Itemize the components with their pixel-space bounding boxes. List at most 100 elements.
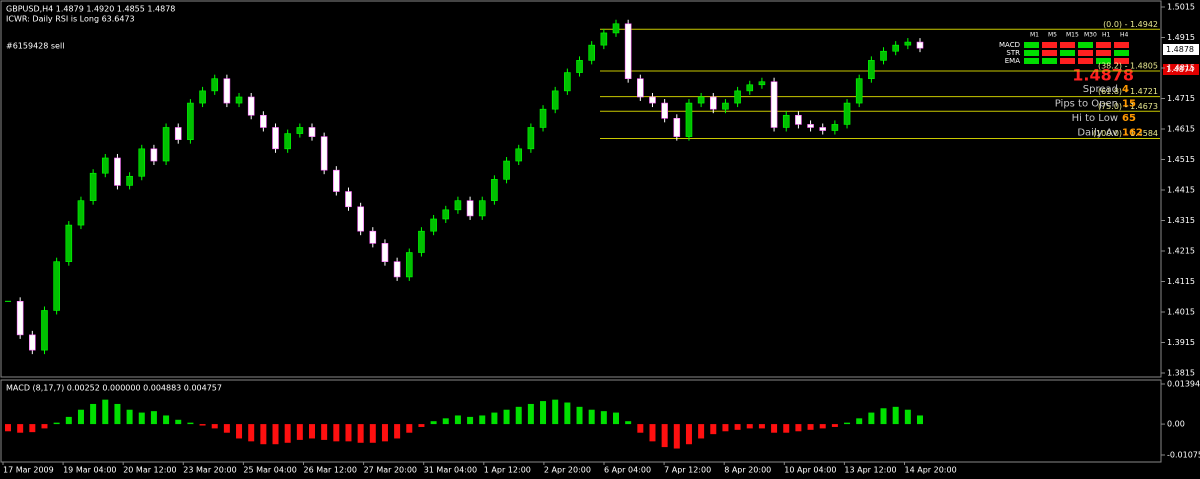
- time-label: 17 Mar 2009: [3, 466, 54, 475]
- price-tick-label: 1.4815: [1167, 64, 1195, 73]
- macd-bar: [321, 424, 328, 440]
- info-value: 15: [1122, 99, 1136, 110]
- macd-bar: [710, 424, 717, 435]
- candle: [442, 209, 450, 220]
- big-price: 1.4878: [1072, 66, 1134, 85]
- info-value: 65: [1122, 113, 1136, 124]
- macd-bar: [540, 401, 547, 425]
- fib-label: (100.0) - 1.4584: [1093, 129, 1158, 138]
- macd-bar: [819, 424, 826, 429]
- time-label: 20 Mar 12:00: [123, 466, 176, 475]
- candle: [333, 169, 340, 192]
- candle: [624, 23, 632, 79]
- candle: [454, 200, 462, 211]
- candle: [138, 148, 146, 177]
- candle: [649, 96, 656, 104]
- signal-cell: [1096, 42, 1111, 48]
- candle: [65, 224, 73, 262]
- macd-bar: [503, 409, 510, 425]
- macd-bar: [758, 424, 765, 429]
- macd-bar: [248, 424, 255, 442]
- candle: [880, 50, 887, 61]
- candle: [101, 157, 109, 174]
- macd-bar: [698, 424, 705, 439]
- price-tag: 1.4878: [1166, 45, 1194, 54]
- candle: [685, 102, 693, 137]
- signal-cell: [1024, 50, 1039, 56]
- candle: [697, 96, 705, 104]
- info-value: 162: [1122, 128, 1143, 139]
- candle: [247, 96, 255, 116]
- candle: [308, 127, 316, 137]
- time-label: 2 Apr 20:00: [544, 466, 591, 475]
- macd-bar: [795, 424, 802, 432]
- macd-bar: [357, 424, 364, 443]
- macd-bar: [491, 412, 498, 425]
- fib-label: (75.0) - 1.4673: [1098, 102, 1158, 111]
- candle: [758, 81, 766, 86]
- macd-bar: [90, 403, 97, 425]
- signal-cell: [1078, 50, 1093, 56]
- price-tag-bg: [1163, 44, 1199, 55]
- price-tick-label: 1.5015: [1167, 3, 1195, 12]
- info-value: 4: [1122, 84, 1129, 95]
- time-label: 13 Apr 12:00: [844, 466, 896, 475]
- macd-bar: [114, 403, 121, 425]
- time-label: 27 Mar 20:00: [364, 466, 417, 475]
- candle: [868, 60, 875, 79]
- candle: [320, 136, 328, 171]
- candle: [916, 41, 924, 49]
- signal-row-label: STR: [1006, 49, 1020, 57]
- macd-bar: [5, 424, 11, 432]
- candle: [466, 200, 474, 217]
- macd-bar: [746, 424, 753, 429]
- macd-panel-frame: [0, 379, 1162, 463]
- fib-label: (0.0) - 1.4942: [1103, 20, 1158, 29]
- signal-cell: [1114, 58, 1129, 64]
- info-label: Spread: [1083, 84, 1118, 95]
- macd-bar: [880, 408, 887, 425]
- candle: [41, 310, 48, 351]
- macd-bar: [199, 424, 206, 426]
- candle: [795, 114, 802, 125]
- macd-tick-label: -0.01075: [1167, 451, 1200, 460]
- macd-bar: [600, 411, 607, 425]
- macd-bar: [515, 406, 522, 425]
- macd-bar: [892, 406, 899, 425]
- candle: [539, 108, 547, 128]
- macd-bar: [187, 422, 194, 425]
- info-label: Daily Av: [1077, 128, 1118, 139]
- candle: [904, 41, 912, 46]
- macd-bar: [211, 424, 218, 429]
- signal-cell: [1042, 42, 1057, 48]
- bid-tag: 1.4874: [1166, 65, 1194, 74]
- candle: [16, 301, 24, 336]
- macd-bar: [564, 402, 571, 425]
- macd-bar: [138, 412, 145, 425]
- candle: [892, 44, 899, 52]
- signal-cell: [1114, 50, 1129, 56]
- signal-cell: [1096, 58, 1111, 64]
- price-tick-label: 1.4515: [1167, 155, 1195, 164]
- macd-bar: [175, 419, 182, 425]
- candle: [29, 334, 36, 351]
- signal-cell: [1042, 50, 1057, 56]
- candle: [722, 102, 729, 110]
- timeframe-label: H1: [1102, 32, 1111, 39]
- macd-bar: [868, 412, 875, 425]
- price-tick-label: 1.4215: [1167, 247, 1195, 256]
- macd-bar: [783, 424, 790, 433]
- candle: [284, 133, 291, 150]
- candle: [551, 90, 559, 110]
- candle: [150, 148, 158, 162]
- timeframe-label: M5: [1048, 32, 1057, 39]
- macd-bar: [406, 424, 413, 433]
- candle: [393, 261, 401, 278]
- candle: [272, 127, 279, 150]
- price-tick-label: 1.4715: [1167, 94, 1195, 103]
- candle: [770, 81, 778, 128]
- signal-cell: [1060, 58, 1075, 64]
- macd-bar: [527, 403, 534, 425]
